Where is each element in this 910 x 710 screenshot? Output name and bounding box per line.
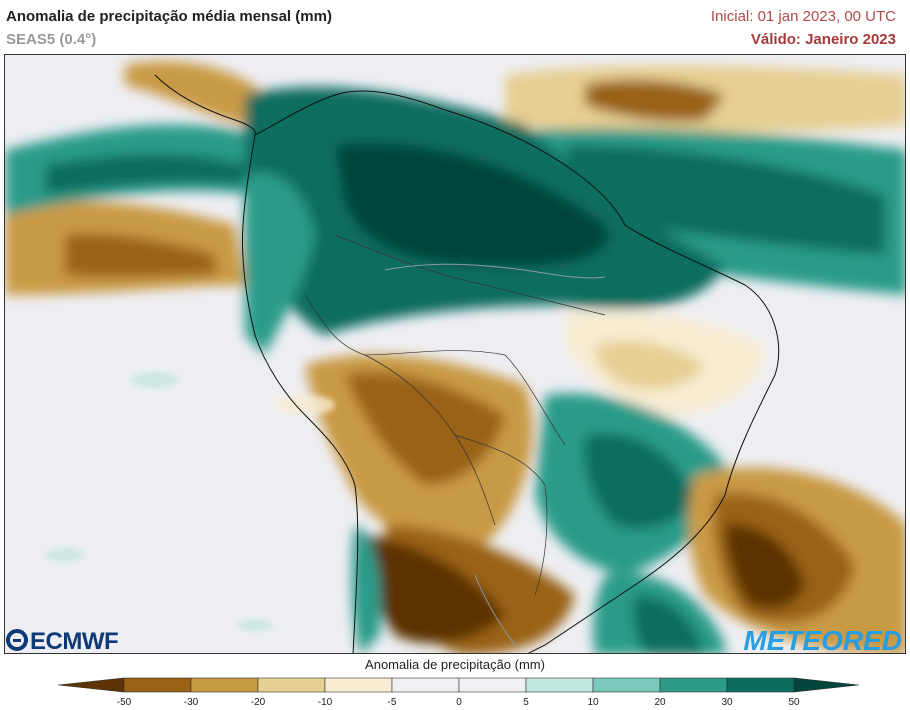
colorbar-segment (324, 677, 393, 693)
colorbar-tick-label: 0 (456, 697, 462, 708)
valid-date: Válido: Janeiro 2023 (750, 31, 896, 48)
colorbar-tick-label: -10 (317, 697, 333, 708)
colorbar-segment (525, 677, 594, 693)
colorbar-segment (659, 677, 728, 693)
colorbar-tick-label: 30 (721, 697, 733, 708)
map-canvas (5, 55, 905, 653)
colorbar-segment (458, 677, 527, 693)
colorbar-extend-high (793, 677, 860, 693)
colorbar-tick-label: -20 (250, 697, 266, 708)
colorbar-tick-label: 5 (523, 697, 529, 708)
colorbar-tick-label: -30 (183, 697, 199, 708)
colorbar-tick-label: -50 (116, 697, 132, 708)
colorbar-segment (726, 677, 795, 693)
meteored-logo: METEORED (743, 625, 902, 656)
colorbar-extend-low (57, 677, 125, 693)
colorbar-segment (257, 677, 326, 693)
precipitation-anomaly-map[interactable] (4, 54, 906, 654)
colorbar-segment (123, 677, 192, 693)
ecmwf-emblem-icon (6, 629, 28, 651)
colorbar-segment (592, 677, 661, 693)
colorbar-tick-label: -5 (387, 697, 397, 708)
colorbar-segment (391, 677, 460, 693)
colorbar-tick-label: 50 (788, 697, 800, 708)
colorbar-tick-label: 20 (654, 697, 666, 708)
initial-date: Inicial: 01 jan 2023, 00 UTC (710, 8, 896, 25)
model-subtitle: SEAS5 (0.4°) (6, 31, 97, 48)
colorbar (57, 675, 860, 700)
colorbar-tick-label: 10 (587, 697, 599, 708)
ecmwf-logo: ECMWF (6, 628, 119, 656)
colorbar-title: Anomalia de precipitação (mm) (365, 657, 545, 672)
colorbar-segment (190, 677, 259, 693)
colorbar-svg (57, 677, 860, 693)
map-title: Anomalia de precipitação média mensal (m… (6, 8, 332, 25)
